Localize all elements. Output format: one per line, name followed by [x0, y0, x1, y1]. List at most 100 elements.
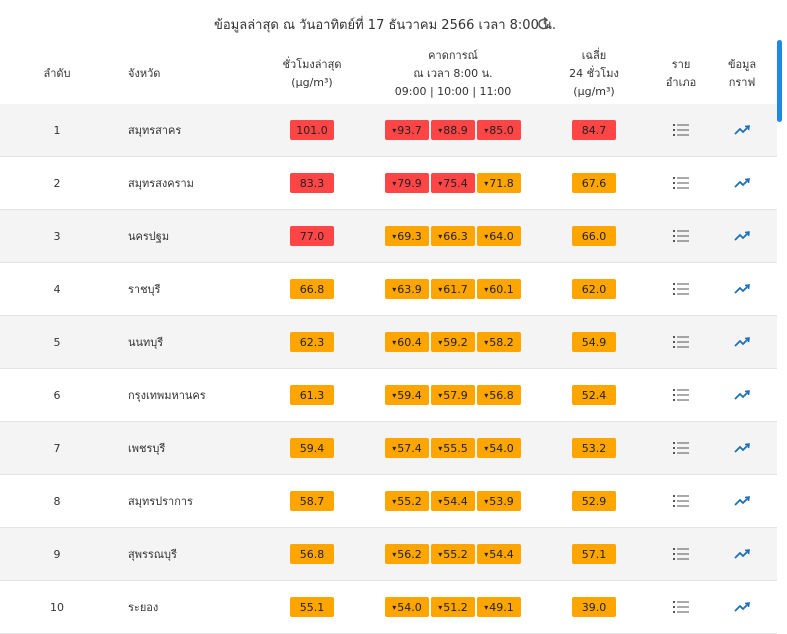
down-arrow: ▾ — [392, 231, 397, 241]
latest-badge: 59.4 — [290, 438, 334, 458]
table-row: 5 นนทบุรี 62.3 ▾ 60.4 ▾ 59.2 ▾ 58.2 54.9 — [0, 316, 777, 369]
latest-badge-value: 58.7 — [299, 494, 325, 508]
forecast-badge-value: 58.2 — [489, 335, 514, 349]
forecast-badge: ▾ 59.2 — [431, 332, 475, 352]
down-arrow: ▾ — [438, 231, 443, 241]
table-row: 10 ระยอง 55.1 ▾ 54.0 ▾ 51.2 ▾ 49.1 39.0 — [0, 581, 777, 634]
district-list-icon[interactable] — [673, 581, 689, 633]
district-list-icon[interactable] — [673, 528, 689, 580]
forecast-badge-value: 59.4 — [397, 388, 422, 402]
graph-icon[interactable] — [734, 104, 750, 156]
table-row: 4 ราชบุรี 66.8 ▾ 63.9 ▾ 61.7 ▾ 60.1 62.0 — [0, 263, 777, 316]
forecast-badge: ▾ 79.9 — [385, 173, 429, 193]
down-arrow: ▾ — [438, 390, 443, 400]
graph-icon[interactable] — [734, 210, 750, 262]
header-line: ลำดับ — [43, 67, 71, 80]
average-badge-value: 62.0 — [581, 282, 607, 296]
average-badge-value: 67.6 — [581, 176, 607, 190]
forecast-badge-value: 63.9 — [397, 282, 422, 296]
graph-icon[interactable] — [734, 316, 750, 368]
table-row: 7 เพชรบุรี 59.4 ▾ 57.4 ▾ 55.5 ▾ 54.0 53.2 — [0, 422, 777, 475]
district-list-icon[interactable] — [673, 157, 689, 209]
district-list-icon[interactable] — [673, 104, 689, 156]
scrollbar[interactable] — [777, 40, 782, 122]
latest-badge-value: 101.0 — [296, 123, 328, 137]
forecast-badge: ▾ 56.8 — [477, 385, 521, 405]
latest-badge-value: 56.8 — [299, 547, 325, 561]
province: สมุทรสงคราม — [128, 177, 194, 190]
table-row: 8 สมุทรปราการ 58.7 ▾ 55.2 ▾ 54.4 ▾ 53.9 52.9 — [0, 475, 777, 528]
forecast-badge-value: 53.9 — [489, 494, 514, 508]
forecast-badge-value: 88.9 — [443, 123, 468, 137]
down-arrow: ▾ — [438, 602, 443, 612]
column-header: ราย อำเภอ — [651, 44, 711, 104]
down-arrow: ▾ — [438, 178, 443, 188]
province: นครปฐม — [128, 230, 170, 243]
district-list-icon[interactable] — [673, 210, 689, 262]
down-arrow: ▾ — [484, 549, 489, 559]
forecast-badge: ▾ 63.9 — [385, 279, 429, 299]
forecast-badge: ▾ 58.2 — [477, 332, 521, 352]
header-line: อำเภอ — [665, 76, 697, 89]
down-arrow: ▾ — [438, 337, 443, 347]
latest-badge: 62.3 — [290, 332, 334, 352]
forecast-badge-value: 55.2 — [397, 494, 422, 508]
graph-icon[interactable] — [734, 263, 750, 315]
forecast-badge-value: 54.0 — [489, 441, 514, 455]
average-badge-value: 57.1 — [581, 547, 607, 561]
forecast-badge-value: 59.2 — [443, 335, 468, 349]
forecast-badge-value: 55.5 — [443, 441, 468, 455]
forecast-badge-value: 56.2 — [397, 547, 422, 561]
province: ราชบุรี — [128, 283, 161, 296]
average-badge-value: 66.0 — [581, 229, 607, 243]
average-badge: 39.0 — [572, 597, 616, 617]
average-badge: 54.9 — [572, 332, 616, 352]
latest-badge-value: 62.3 — [299, 335, 325, 349]
graph-icon[interactable] — [734, 475, 750, 527]
forecast-badge: ▾ 57.4 — [385, 438, 429, 458]
rank: 1 — [53, 123, 61, 137]
average-badge-value: 52.4 — [581, 388, 607, 402]
header-line: (µg/m³) — [573, 85, 615, 98]
province: ระยอง — [128, 601, 159, 614]
down-arrow: ▾ — [392, 443, 397, 453]
header-line: ชั่วโมงล่าสุด — [282, 58, 342, 71]
rank: 10 — [50, 600, 64, 614]
latest-badge: 55.1 — [290, 597, 334, 617]
latest-badge-value: 66.8 — [299, 282, 325, 296]
forecast-badge: ▾ 60.1 — [477, 279, 521, 299]
refresh-icon[interactable] — [537, 17, 551, 31]
down-arrow: ▾ — [392, 549, 397, 559]
down-arrow: ▾ — [484, 178, 489, 188]
latest-badge: 61.3 — [290, 385, 334, 405]
district-list-icon[interactable] — [673, 263, 689, 315]
down-arrow: ▾ — [392, 337, 397, 347]
district-list-icon[interactable] — [673, 422, 689, 474]
forecast-badge-value: 55.2 — [443, 547, 468, 561]
graph-icon[interactable] — [734, 157, 750, 209]
header-line: กราฟ — [728, 76, 756, 89]
down-arrow: ▾ — [438, 496, 443, 506]
forecast-badge: ▾ 55.2 — [431, 544, 475, 564]
province: กรุงเทพมหานคร — [128, 389, 206, 402]
forecast-badge: ▾ 75.4 — [431, 173, 475, 193]
forecast-badge-value: 49.1 — [489, 600, 514, 614]
down-arrow: ▾ — [392, 390, 397, 400]
graph-icon[interactable] — [734, 422, 750, 474]
forecast-badge-value: 56.8 — [489, 388, 514, 402]
forecast-badge: ▾ 51.2 — [431, 597, 475, 617]
district-list-icon[interactable] — [673, 316, 689, 368]
graph-icon[interactable] — [734, 581, 750, 633]
table-header: ลำดับ จังหวัด ชั่วโมงล่าสุด (µg/m³) คาดการณ์… — [0, 44, 777, 105]
average-badge-value: 53.2 — [581, 441, 607, 455]
forecast-badge-value: 85.0 — [489, 123, 514, 137]
province: เพชรบุรี — [128, 442, 166, 455]
district-list-icon[interactable] — [673, 369, 689, 421]
graph-icon[interactable] — [734, 528, 750, 580]
average-badge-value: 84.7 — [581, 123, 607, 137]
graph-icon[interactable] — [734, 369, 750, 421]
table-row: 3 นครปฐม 77.0 ▾ 69.3 ▾ 66.3 ▾ 64.0 66.0 — [0, 210, 777, 263]
district-list-icon[interactable] — [673, 475, 689, 527]
forecast-badge: ▾ 93.7 — [385, 120, 429, 140]
forecast-badge-value: 51.2 — [443, 600, 468, 614]
